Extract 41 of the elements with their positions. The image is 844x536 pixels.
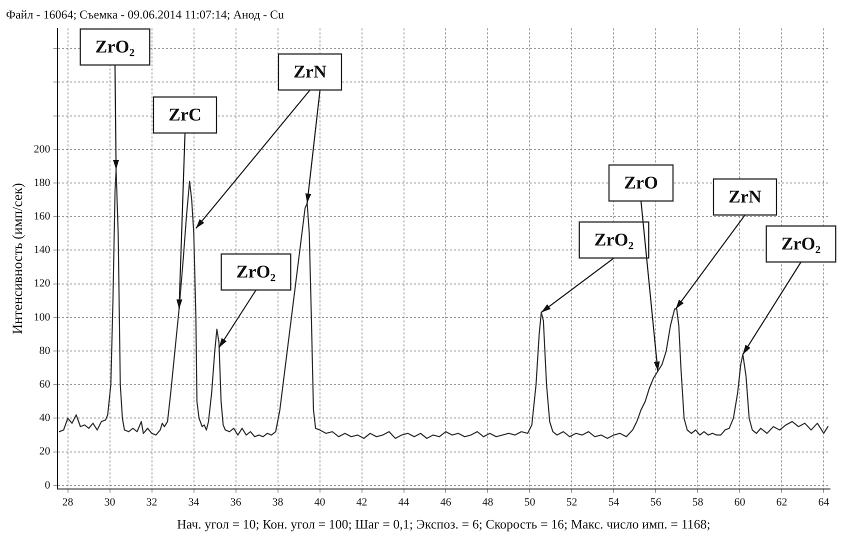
- x-tick-label: 64: [818, 496, 830, 508]
- x-tick-label: 46: [440, 496, 452, 508]
- x-tick-label: 42: [356, 496, 368, 508]
- x-tick-label: 44: [398, 496, 410, 508]
- x-tick-label: 34: [188, 496, 200, 508]
- annotation: ZrO₂: [236, 262, 276, 282]
- y-tick-label: 140: [34, 244, 51, 256]
- annotation: ZrN: [294, 62, 326, 82]
- y-tick-label: 160: [34, 210, 51, 222]
- x-tick-label: 54: [608, 496, 620, 508]
- chart-title: Файл - 16064; Съемка - 09.06.2014 11:07:14; Анод - Cu: [6, 7, 284, 22]
- annotation: ZrN: [728, 186, 762, 207]
- y-tick-label: 120: [34, 278, 51, 290]
- x-tick-label: 60: [734, 496, 746, 508]
- y-tick-label: 180: [34, 176, 51, 189]
- y-tick-label: 20: [39, 446, 51, 458]
- x-tick-label: 48: [482, 496, 494, 508]
- x-tick-label: 52: [566, 496, 578, 508]
- y-tick-label: 0: [44, 479, 51, 492]
- x-tick-label: 30: [104, 496, 116, 508]
- y-tick-label: 40: [39, 412, 51, 424]
- x-tick-label: 62: [776, 496, 788, 508]
- y-tick-label: 100: [34, 311, 51, 324]
- annotation: ZrO₂: [594, 230, 634, 250]
- x-tick-label: 36: [230, 496, 242, 508]
- x-tick-label: 58: [692, 496, 704, 508]
- annotation: ZrO₂: [95, 36, 135, 57]
- x-tick-label: 50: [524, 496, 536, 508]
- y-tick-label: 80: [39, 344, 51, 357]
- annotation: ZrC: [168, 104, 202, 125]
- y-tick-label: 200: [34, 143, 51, 156]
- x-tick-label: 28: [62, 496, 74, 508]
- y-axis-title: Интенсивность (имп/сек): [11, 182, 26, 334]
- x-tick-label: 56: [650, 496, 662, 508]
- x-tick-label: 32: [146, 496, 158, 508]
- annotation: ZrO₂: [781, 234, 821, 254]
- text: Нач. угол = 10; Кон. угол = 100; Шаг = 0,1; Экспоз. = 6; Скорость = 16; Макс. число имп. = 1168;: [176, 516, 710, 532]
- x-tick-label: 40: [314, 496, 326, 508]
- x-tick-label: 38: [272, 496, 284, 508]
- y-tick-label: 60: [39, 378, 51, 391]
- annotation: ZrO: [624, 172, 658, 193]
